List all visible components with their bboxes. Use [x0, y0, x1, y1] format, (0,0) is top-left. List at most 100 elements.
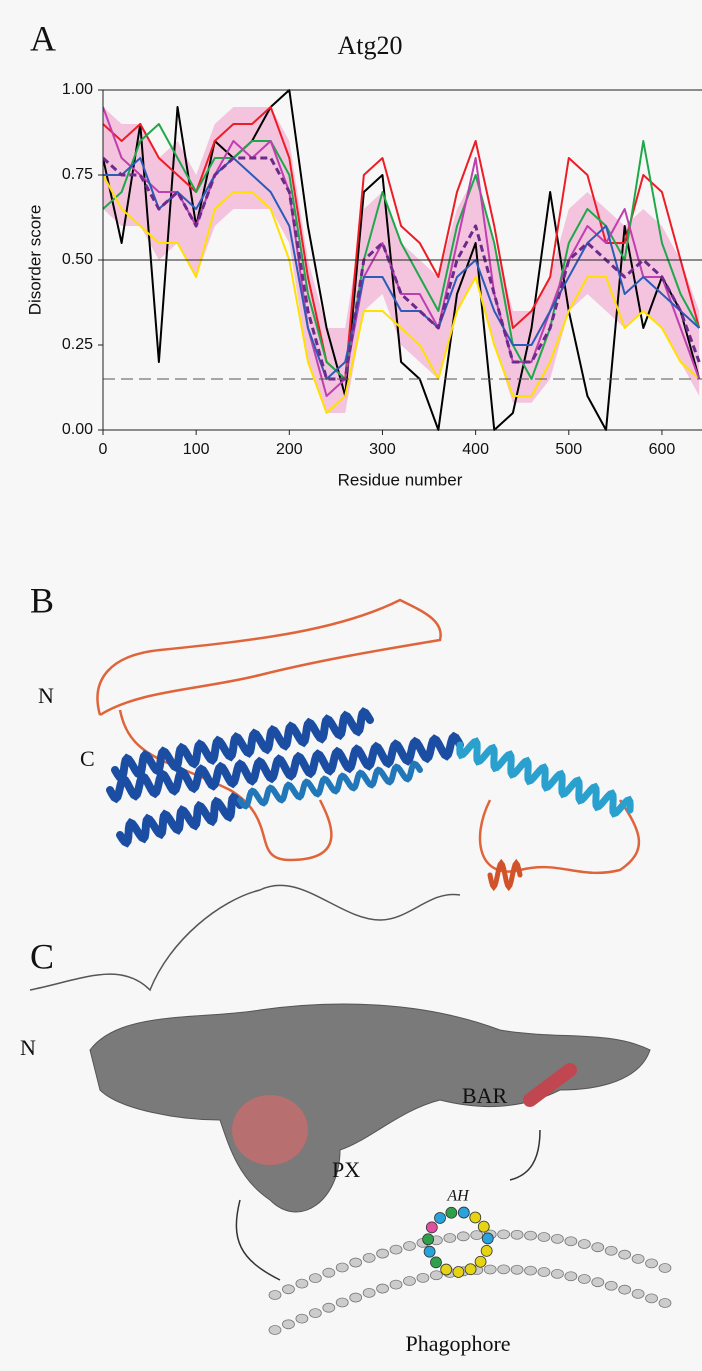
x-tick-label: 100: [183, 441, 210, 458]
lipid-head: [322, 1302, 336, 1313]
c-terminus: C: [80, 746, 95, 771]
series-line: [103, 174, 700, 414]
y-tick-label: 1.00: [62, 81, 93, 98]
lipid-head: [362, 1252, 376, 1263]
lipid-head: [524, 1230, 537, 1241]
lipid-head: [403, 1241, 416, 1251]
lipid-head: [416, 1272, 430, 1283]
lipid-head: [577, 1274, 591, 1284]
lipid-head: [618, 1249, 632, 1260]
loop: [478, 799, 640, 875]
lipid-head: [322, 1267, 336, 1278]
arrow: [509, 1129, 541, 1181]
helix-residue: [474, 1255, 487, 1268]
lipid-head: [537, 1232, 551, 1242]
x-axis-label: Residue number: [338, 470, 463, 489]
helix: [116, 792, 244, 848]
n-terminus: N: [38, 683, 54, 708]
helix-residue: [425, 1221, 438, 1234]
helix-residue: [464, 1263, 477, 1276]
lipid-head: [362, 1287, 376, 1298]
arrow: [235, 1199, 281, 1281]
helix-residue: [452, 1266, 465, 1278]
lipid-head: [268, 1290, 282, 1300]
lipid-head: [631, 1288, 645, 1299]
bar-label: BAR: [462, 1083, 508, 1108]
lipid-head: [551, 1268, 564, 1279]
lipid-head: [631, 1253, 645, 1264]
lipid-head: [604, 1280, 618, 1291]
loop: [96, 598, 442, 717]
lipid-head: [282, 1319, 295, 1330]
lipid-head: [335, 1262, 349, 1273]
chart-title: Atg20: [338, 31, 403, 60]
lipid-head: [591, 1277, 605, 1288]
lipid-head: [510, 1229, 524, 1240]
helix: [237, 760, 423, 810]
lipid-head: [295, 1313, 309, 1324]
panel-label: C: [30, 936, 54, 976]
helix-residue: [440, 1263, 453, 1276]
panel-label: B: [30, 580, 54, 620]
structure-c: N BAR PX AH Phagophore: [20, 884, 672, 1356]
lipid-head: [470, 1230, 484, 1241]
plot-area: 0.00 0.25 0.50 0.75 1.00 0 100 200 300 400 500 600: [62, 81, 702, 458]
helix-residue: [481, 1232, 494, 1245]
y-axis-label: Disorder score: [25, 205, 44, 316]
lipid-head: [349, 1257, 363, 1268]
lipid-head: [403, 1276, 416, 1286]
lipid-head: [376, 1283, 389, 1294]
helix: [106, 731, 464, 804]
lipid-head: [591, 1242, 605, 1253]
lipid-head: [308, 1273, 322, 1284]
series-line: [103, 157, 700, 380]
x-tick-label: 300: [369, 441, 396, 458]
ah-label: AH: [446, 1188, 470, 1205]
lipid-head: [551, 1233, 564, 1244]
series-line: [103, 123, 701, 380]
lipid-head: [645, 1258, 658, 1269]
ah-helix: [523, 1063, 577, 1107]
panel-label: A: [30, 18, 56, 58]
structure-b: N C: [38, 598, 640, 892]
lipid-head: [497, 1264, 511, 1275]
loop: [118, 709, 333, 862]
x-tick-label: 200: [276, 441, 303, 458]
lipid-head: [618, 1284, 632, 1295]
helix-residue: [469, 1211, 482, 1224]
y-tick-label: 0.75: [62, 166, 93, 183]
helix-residue: [445, 1206, 458, 1219]
series-line: [103, 106, 701, 397]
lipid-head: [604, 1245, 618, 1256]
helix: [487, 858, 523, 892]
x-tick-label: 0: [99, 441, 108, 458]
helix-residue: [430, 1256, 442, 1269]
lipid-head: [524, 1265, 537, 1276]
helix: [111, 707, 374, 783]
lipid-head: [429, 1270, 443, 1281]
helix: [456, 737, 634, 818]
lipid-head: [483, 1264, 497, 1275]
lipid-head: [497, 1229, 511, 1240]
lipid-head: [389, 1279, 403, 1290]
lipid-head: [537, 1267, 551, 1277]
lipid-head: [510, 1264, 524, 1275]
n-terminus: N: [20, 1035, 36, 1060]
lipid-head: [268, 1325, 282, 1335]
helix-residue: [434, 1212, 446, 1224]
y-tick-label: 0.25: [62, 336, 93, 353]
lipid-head: [335, 1297, 349, 1308]
loop: [29, 884, 461, 992]
lipid-head: [389, 1244, 403, 1255]
lipid-head: [308, 1308, 322, 1319]
lipid-head: [376, 1248, 389, 1259]
helix-residue: [457, 1206, 470, 1219]
lipid-head: [295, 1278, 309, 1289]
lipid-head: [456, 1231, 470, 1242]
lipid-head: [658, 1263, 672, 1273]
y-tick-label: 0.00: [62, 421, 93, 438]
x-tick-label: 400: [462, 441, 489, 458]
lipid-head: [645, 1293, 658, 1304]
x-tick-label: 500: [555, 441, 582, 458]
